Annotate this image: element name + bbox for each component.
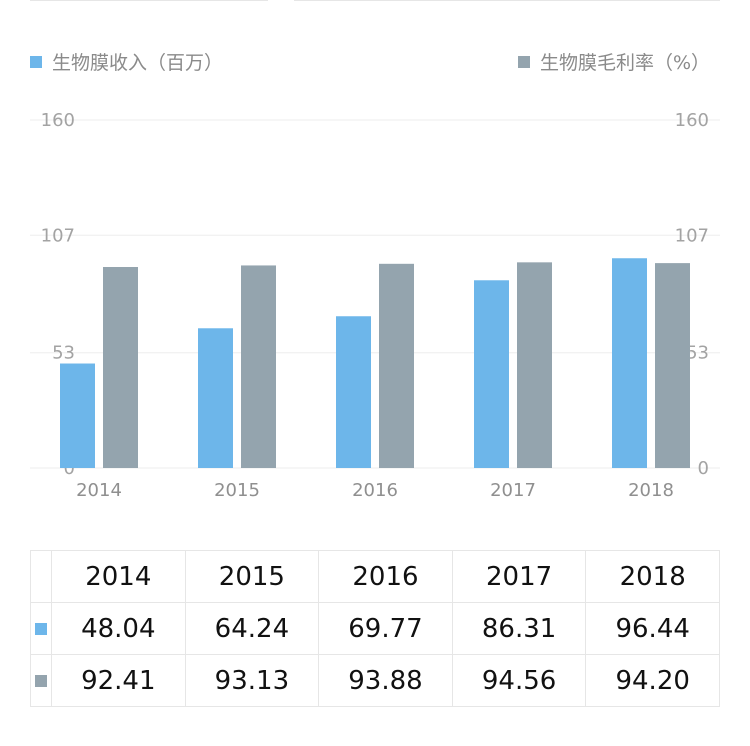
legend-swatch-margin xyxy=(517,55,530,68)
table-header-cell: 2014 xyxy=(51,550,186,603)
bar-margin[interactable] xyxy=(517,262,552,468)
table-header-cell: 2017 xyxy=(451,550,587,603)
table-cell: 92.41 xyxy=(51,654,186,707)
bar-revenue[interactable] xyxy=(474,280,509,468)
legend-label-revenue: 生物膜收入（百万） xyxy=(52,52,224,74)
y-tick-left: 0 xyxy=(64,458,75,479)
x-tick-label: 2015 xyxy=(214,480,260,501)
y-tick-left: 107 xyxy=(41,225,75,246)
x-tick-label: 2017 xyxy=(490,480,536,501)
y-tick-right: 0 xyxy=(698,458,709,479)
bar-margin[interactable] xyxy=(379,263,414,468)
bar-revenue[interactable] xyxy=(60,363,95,468)
y-tick-right: 53 xyxy=(686,343,709,364)
table-corner-cell xyxy=(30,550,52,603)
bar-chart: 0 0 53 53 107 107 160 160 2014 2015 2016 2017 2018 xyxy=(30,110,720,501)
table-header-cell: 2015 xyxy=(184,550,320,603)
table-key-cell xyxy=(30,654,52,707)
table-row: 48.04 64.24 69.77 86.31 96.44 xyxy=(30,602,720,655)
top-tab-bar xyxy=(0,0,750,6)
y-tick-left: 53 xyxy=(52,343,75,364)
table-cell: 94.56 xyxy=(451,654,587,707)
table-cell: 64.24 xyxy=(184,602,320,655)
table-cell: 69.77 xyxy=(318,602,453,655)
bar-revenue[interactable] xyxy=(336,316,371,468)
legend-label-margin: 生物膜毛利率（%） xyxy=(539,52,710,74)
bar-margin[interactable] xyxy=(103,267,138,468)
tab-right[interactable] xyxy=(294,0,720,1)
table-header-cell: 2016 xyxy=(318,550,453,603)
table-cell: 48.04 xyxy=(51,602,186,655)
y-tick-right: 160 xyxy=(675,110,709,131)
row-swatch-revenue xyxy=(35,623,47,635)
table-cell: 93.88 xyxy=(318,654,453,707)
legend-item-revenue[interactable]: 生物膜收入（百万） xyxy=(30,48,223,75)
tab-left[interactable] xyxy=(30,0,268,1)
y-tick-right: 107 xyxy=(675,225,709,246)
table-header-row: 2014 2015 2016 2017 2018 xyxy=(30,550,720,603)
x-tick-label: 2016 xyxy=(352,480,398,501)
bar-revenue[interactable] xyxy=(612,258,647,468)
data-table: 2014 2015 2016 2017 2018 48.04 64.24 69.77 86.31… xyxy=(30,550,720,707)
y-tick-left: 160 xyxy=(41,110,75,131)
bar-margin[interactable] xyxy=(655,263,690,468)
table-cell: 93.13 xyxy=(184,654,320,707)
table-key-cell xyxy=(30,602,52,655)
x-tick-label: 2018 xyxy=(628,480,674,501)
table-header-cell: 2018 xyxy=(585,550,720,603)
table-cell: 94.20 xyxy=(585,654,720,707)
table-cell: 86.31 xyxy=(451,602,587,655)
table-cell: 96.44 xyxy=(585,602,720,655)
legend-swatch-revenue xyxy=(30,55,42,68)
x-tick-label: 2014 xyxy=(76,480,122,501)
row-swatch-margin xyxy=(35,675,47,687)
bar-margin[interactable] xyxy=(241,265,276,468)
table-row: 92.41 93.13 93.88 94.56 94.20 xyxy=(30,654,720,707)
bar-revenue[interactable] xyxy=(198,328,233,468)
legend-item-margin[interactable]: 生物膜毛利率（%） xyxy=(517,48,710,75)
